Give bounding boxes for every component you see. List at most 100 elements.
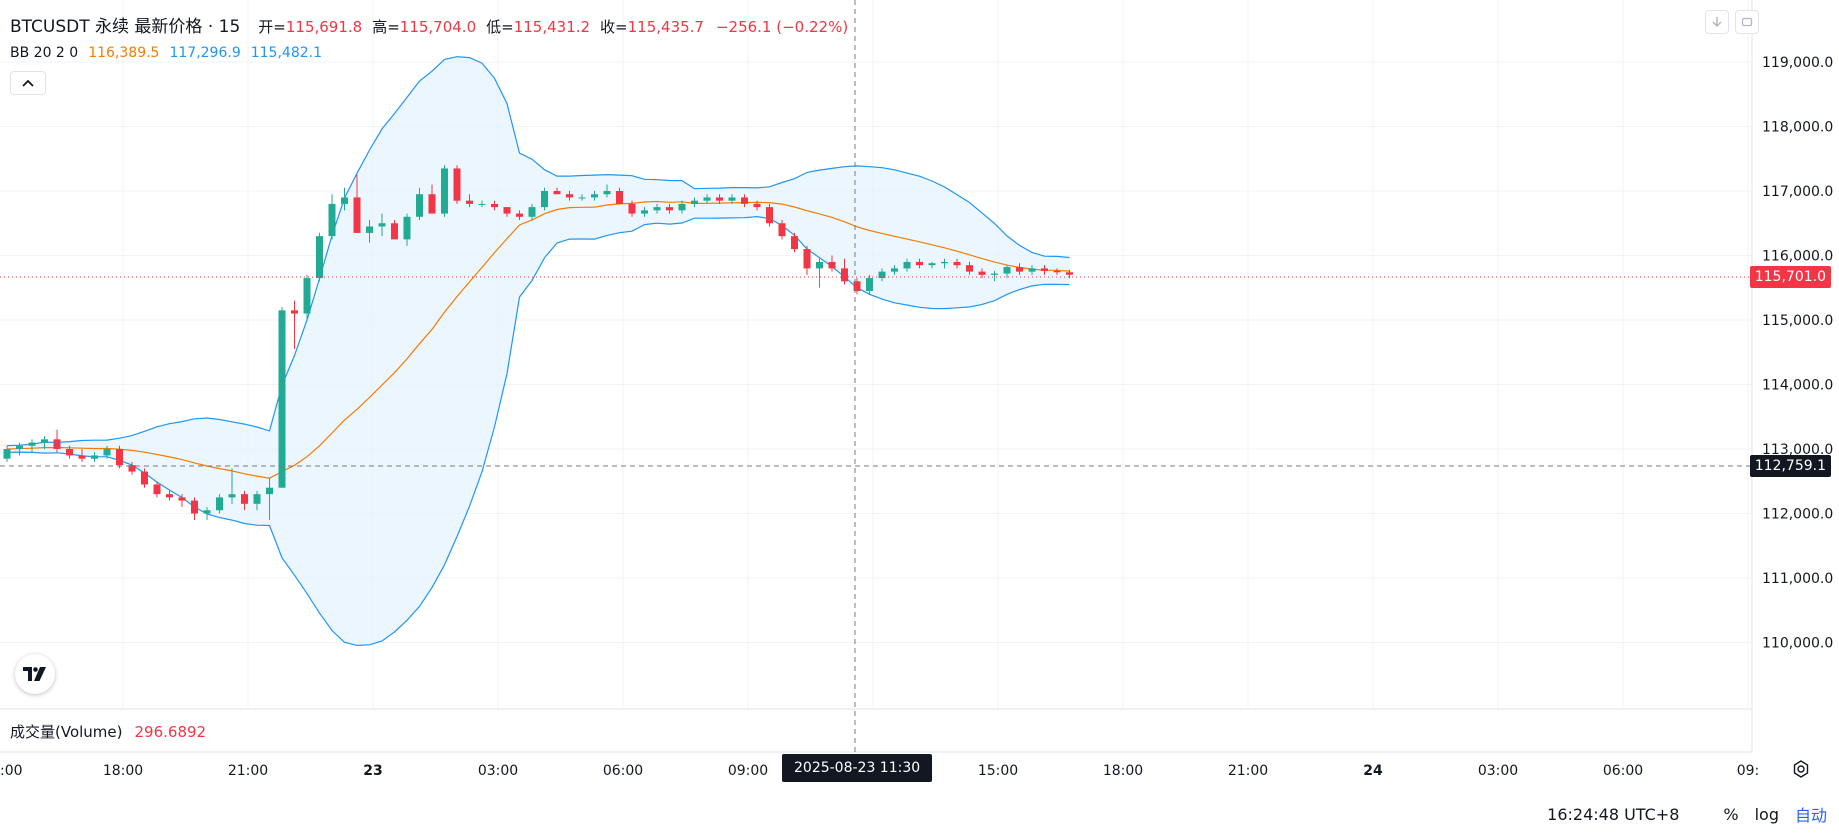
download-button[interactable] (1705, 10, 1729, 34)
candle-down (291, 310, 298, 314)
candle-up (578, 197, 586, 199)
candle-down (191, 500, 198, 514)
candle-down (166, 494, 173, 498)
candle-down (1016, 267, 1023, 272)
candle-down (241, 494, 248, 504)
auto-scale-button[interactable]: 自动 (1794, 806, 1827, 825)
volume-label[interactable]: 成交量(Volume) (10, 723, 123, 741)
price-tick-label: 114,000.0 (1762, 378, 1833, 394)
ohlc-legend: BTCUSDT 永续 最新价格 · 15 开= 115,691.8 高= 115,7… (10, 12, 848, 37)
time-tick-label: 03:00 (478, 763, 518, 779)
bollinger-basis-line (6, 200, 1070, 479)
candle-down (766, 207, 773, 224)
clock-timezone[interactable]: 16:24:48 UTC+8 (1547, 804, 1680, 824)
bollinger-band-fill (7, 56, 1070, 646)
bollinger-legend[interactable]: BB 20 2 0 116,389.5 117,296.9 115,482.1 (10, 45, 322, 61)
close-label: 收= (600, 18, 628, 36)
candle-down (953, 261, 961, 266)
candle-up (278, 310, 286, 488)
high-label: 高= (372, 18, 400, 36)
price-tick-label: 110,000.0 (1762, 636, 1833, 652)
time-tick-label: 09:00 (728, 763, 768, 779)
candle-down (666, 207, 673, 211)
candle-down (391, 223, 398, 240)
last-price-label: 115,701.0 (1749, 266, 1831, 288)
candle-down (841, 268, 848, 282)
candle-up (403, 216, 411, 240)
bollinger-label[interactable]: BB 20 2 0 (10, 45, 79, 61)
candle-down (178, 497, 186, 501)
candle-up (991, 273, 998, 275)
candle-down (141, 471, 148, 485)
close-value: 115,435.7 (627, 18, 704, 36)
settings-icon[interactable] (1791, 759, 1811, 779)
candle-down (753, 203, 761, 208)
volume-legend[interactable]: 成交量(Volume) 296.6892 (10, 721, 206, 742)
collapse-legend-button[interactable] (10, 71, 46, 95)
candle-down (516, 213, 523, 217)
candle-down (491, 203, 498, 208)
percent-scale-button[interactable]: % (1723, 804, 1739, 824)
price-tick-label: 111,000.0 (1762, 571, 1833, 587)
candle-up (328, 203, 336, 237)
time-tick-label: 24 (1363, 763, 1383, 779)
candle-down (116, 449, 123, 466)
price-tick-label: 118,000.0 (1762, 120, 1833, 136)
candle-down (566, 194, 573, 198)
bottom-toolbar: 16:24:48 UTC+8 % log 自动 (1547, 802, 1827, 826)
time-tick-label: 23 (363, 763, 382, 779)
log-scale-button[interactable]: log (1754, 804, 1779, 824)
time-tick-label: 18:00 (103, 763, 143, 779)
price-tick-label: 116,000.0 (1762, 249, 1833, 265)
crosshair-price-label: 112,759.1 (1749, 455, 1831, 477)
candle-up (216, 497, 223, 511)
candle-down (1066, 272, 1073, 275)
candle-down (153, 484, 161, 495)
candle-down (791, 236, 798, 250)
candle-up (703, 197, 711, 201)
arrow-down-icon (1712, 17, 1722, 27)
crosshair-time-label: 2025-08-23 11:30 (782, 754, 933, 782)
candle-up (378, 223, 386, 227)
candle-up (316, 236, 323, 279)
time-tick-label: 06:00 (1603, 763, 1643, 779)
candle-up (441, 168, 448, 214)
price-axis-ticks: 119,000.0 118,000.0 117,000.0 116,000.0 115,… (1762, 55, 1833, 652)
candle-up (478, 203, 486, 205)
candle-up (928, 263, 936, 266)
bollinger-upper-value: 117,296.9 (169, 45, 241, 61)
time-tick-label: 18:00 (1103, 763, 1143, 779)
candle-up (541, 191, 548, 208)
open-label: 开= (258, 18, 286, 36)
candle-up (591, 194, 598, 198)
candle-down (803, 249, 811, 269)
candle-up (228, 494, 236, 498)
candle-up (366, 226, 373, 233)
candle-down (628, 203, 636, 214)
candle-up (941, 261, 948, 264)
chevron-up-icon (22, 79, 34, 87)
candle-up (416, 194, 423, 217)
candle-up (891, 268, 898, 272)
tradingview-logo[interactable] (15, 654, 55, 694)
volume-value: 296.6892 (134, 723, 207, 741)
candle-up (728, 197, 736, 201)
candle-down (553, 191, 561, 195)
price-tick-label: 113,000.0 (1762, 442, 1833, 458)
bollinger-upper-line (6, 56, 1070, 447)
low-value: 115,431.2 (513, 18, 591, 36)
candle-down (966, 265, 973, 272)
price-tick-label: 112,000.0 (1762, 507, 1833, 523)
symbol-title[interactable]: BTCUSDT 永续 最新价格 · 15 (10, 17, 241, 37)
candle-down (503, 207, 511, 214)
candle-down (716, 197, 723, 201)
candle-up (691, 200, 698, 204)
tradingview-logo-icon (23, 667, 46, 681)
candle-up (303, 278, 311, 314)
price-tick-label: 115,000.0 (1762, 313, 1833, 329)
fullscreen-button[interactable] (1735, 10, 1759, 34)
fullscreen-icon (1741, 17, 1753, 27)
candle-up (528, 207, 536, 217)
open-value: 115,691.8 (285, 18, 363, 36)
